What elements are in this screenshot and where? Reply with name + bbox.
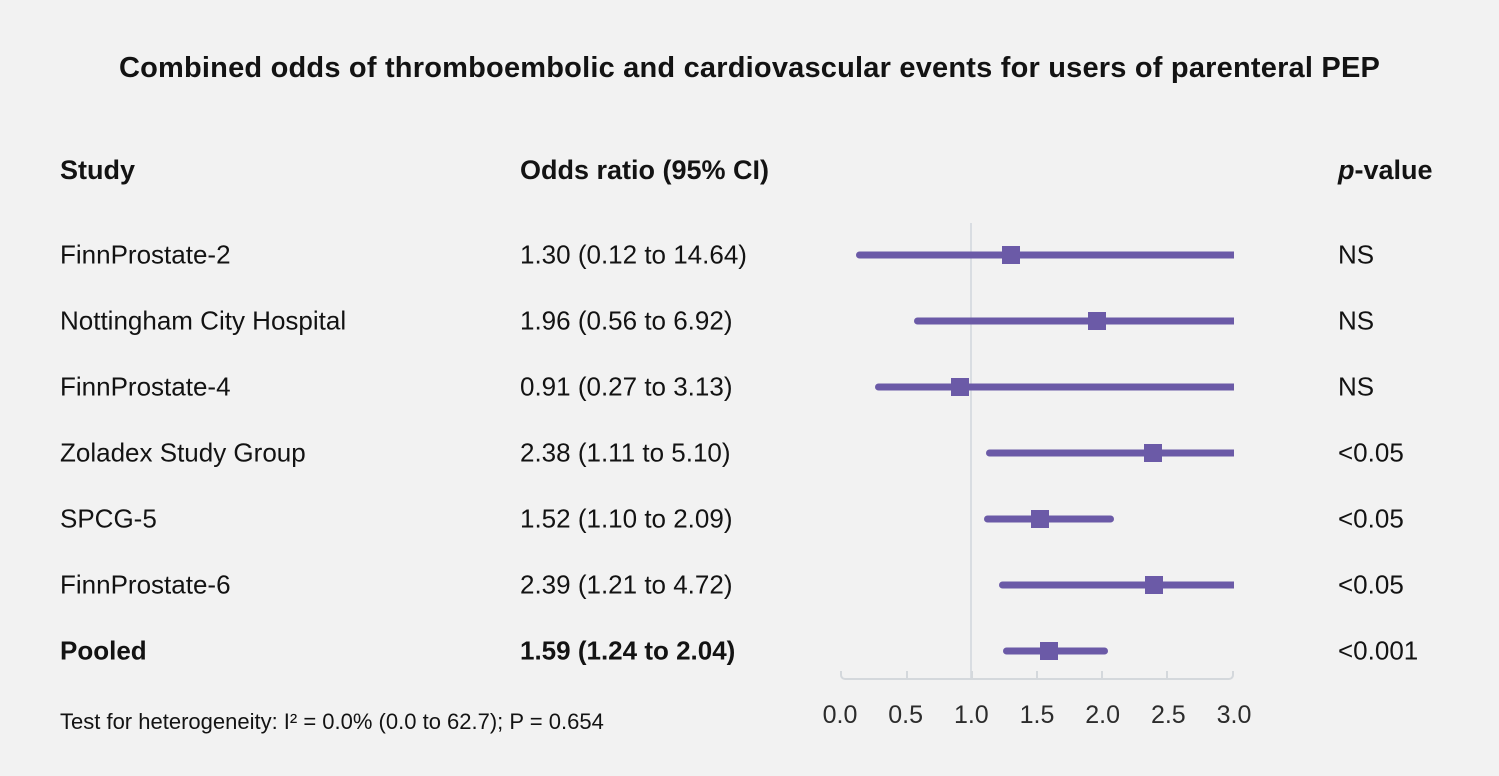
ci-line: [855, 251, 1234, 259]
study-label: Zoladex Study Group: [60, 437, 306, 468]
axis-tick-label: 1.0: [953, 701, 989, 729]
p-value-label: <0.05: [1338, 503, 1404, 534]
or-marker: [1143, 444, 1162, 462]
or-marker: [1088, 312, 1107, 330]
ci-line: [985, 449, 1234, 457]
ci-line: [984, 515, 1115, 523]
axis-tick: [1166, 671, 1168, 680]
or-marker: [1144, 576, 1163, 594]
axis-tick: [905, 671, 908, 680]
study-label: SPCG-5: [60, 503, 157, 534]
column-header-p-value: p-value: [1338, 155, 1433, 186]
forest-row: Zoladex Study Group 2.38 (1.11 to 5.10) <0…: [0, 420, 1499, 486]
odds-ratio-label: 2.39 (1.21 to 4.72): [520, 569, 733, 600]
ci-line: [998, 581, 1234, 589]
study-label: Nottingham City Hospital: [60, 305, 347, 336]
x-axis: [840, 671, 1234, 680]
forest-row: Pooled 1.59 (1.24 to 2.04) <0.001: [0, 618, 1499, 684]
column-header-study: Study: [60, 155, 136, 185]
study-label: FinnProstate-6: [60, 569, 231, 600]
p-value-label: <0.05: [1338, 569, 1404, 600]
study-label: FinnProstate-4: [60, 371, 231, 402]
p-value-label: <0.001: [1338, 635, 1419, 666]
x-axis-labels: 0.0 0.5 1.0 1.5 2.0 2.5 3.0: [823, 701, 1252, 733]
study-label: Pooled: [60, 635, 147, 666]
p-value-label: NS: [1338, 239, 1375, 270]
odds-ratio-label: 1.96 (0.56 to 6.92): [520, 305, 733, 336]
odds-ratio-label: 0.91 (0.27 to 3.13): [520, 371, 733, 402]
axis-tick-label: 2.5: [1150, 701, 1186, 729]
heterogeneity-note: Test for heterogeneity: I² = 0.0% (0.0 t…: [60, 709, 604, 734]
ci-line: [913, 317, 1234, 325]
axis-tick: [1100, 671, 1103, 680]
p-value-label: <0.05: [1338, 437, 1404, 468]
axis-tick: [1036, 671, 1038, 680]
or-marker: [950, 378, 969, 396]
or-marker: [1039, 642, 1058, 660]
forest-row: FinnProstate-4 0.91 (0.27 to 3.13) NS: [0, 354, 1499, 420]
p-value-label: NS: [1338, 305, 1375, 336]
forest-row: Nottingham City Hospital 1.96 (0.56 to 6.…: [0, 288, 1499, 354]
odds-ratio-label: 1.59 (1.24 to 2.04): [520, 635, 736, 666]
study-label: FinnProstate-2: [60, 239, 231, 270]
odds-ratio-label: 1.52 (1.10 to 2.09): [520, 503, 733, 534]
axis-tick-label: 0.5: [888, 701, 924, 729]
figure-title: Combined odds of thromboembolic and card…: [118, 52, 1381, 84]
odds-ratio-label: 2.38 (1.11 to 5.10): [520, 437, 731, 468]
p-value-header-italic-p: p: [1338, 155, 1355, 185]
forest-row: FinnProstate-6 2.39 (1.21 to 4.72) <0.05: [0, 552, 1499, 618]
or-marker: [1030, 510, 1049, 528]
p-value-label: NS: [1338, 371, 1375, 402]
axis-tick-label: 1.5: [1019, 701, 1055, 729]
odds-ratio-label: 1.30 (0.12 to 14.64): [520, 239, 747, 270]
axis-tick-label: 0.0: [822, 701, 858, 729]
ci-line: [875, 383, 1234, 391]
axis-tick-label: 3.0: [1216, 701, 1252, 729]
p-value-header-rest: -value: [1354, 155, 1433, 185]
axis-tick-label: 2.0: [1085, 701, 1121, 729]
forest-row: SPCG-5 1.52 (1.10 to 2.09) <0.05: [0, 486, 1499, 552]
axis-tick: [970, 671, 973, 680]
or-marker: [1001, 246, 1020, 264]
forest-row: FinnProstate-2 1.30 (0.12 to 14.64) NS: [0, 222, 1499, 288]
column-header-odds-ratio: Odds ratio (95% CI): [520, 155, 770, 185]
reference-line-or-1: [970, 223, 972, 680]
